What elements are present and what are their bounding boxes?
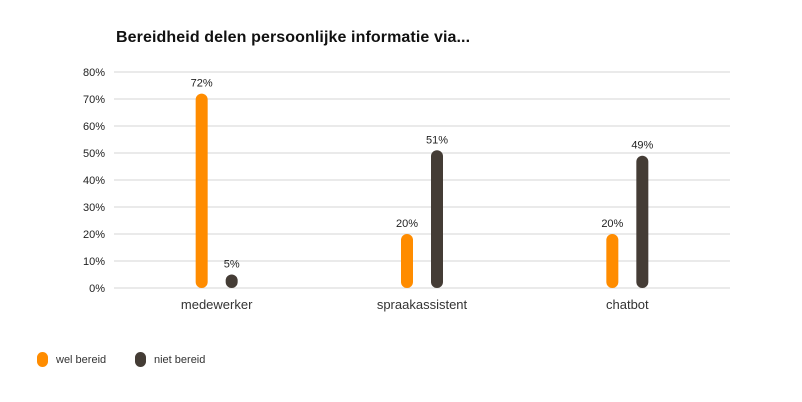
chart-title: Bereidheid delen persoonlijke informatie… xyxy=(116,29,471,46)
y-tick-label: 40% xyxy=(83,175,105,187)
bar-wel-bereid-chatbot xyxy=(606,234,619,288)
legend-label-wel-bereid: wel bereid xyxy=(56,353,107,366)
bar-wel-bereid-medewerker xyxy=(195,93,208,288)
x-tick-label: spraakassistent xyxy=(377,297,468,312)
bar-niet-bereid-chatbot xyxy=(636,155,649,288)
legend-label-niet-bereid: niet bereid xyxy=(154,353,206,366)
data-label: 20% xyxy=(601,218,623,230)
bar-wel-bereid-spraakassistent xyxy=(401,234,413,288)
x-tick-label: medewerker xyxy=(181,297,253,312)
gridlines xyxy=(114,71,730,289)
data-labels: 72% 5% 20% 51% 20% 49% xyxy=(191,78,654,271)
x-tick-label: chatbot xyxy=(606,297,649,312)
y-tick-label: 10% xyxy=(83,256,105,268)
data-label: 49% xyxy=(631,140,653,152)
y-tick-label: 70% xyxy=(83,94,105,106)
y-tick-label: 80% xyxy=(83,67,105,79)
data-label: 72% xyxy=(191,78,213,90)
legend-item-niet-bereid: niet bereid xyxy=(135,352,205,367)
y-tick-label: 50% xyxy=(83,148,105,160)
bar-niet-bereid-medewerker xyxy=(225,274,238,288)
y-tick-label: 30% xyxy=(83,202,105,214)
y-tick-label: 0% xyxy=(89,283,105,295)
bars xyxy=(195,93,649,288)
data-label: 20% xyxy=(396,218,418,230)
legend-swatch-wel-bereid xyxy=(37,352,48,367)
bar-niet-bereid-spraakassistent xyxy=(431,150,443,288)
y-tick-label: 20% xyxy=(83,229,105,241)
y-axis-ticks: 0% 10% 20% 30% 40% 50% 60% 70% 80% xyxy=(83,67,105,295)
x-axis-ticks: medewerker spraakassistent chatbot xyxy=(181,297,649,312)
y-tick-label: 60% xyxy=(83,121,105,133)
data-label: 51% xyxy=(426,134,448,146)
legend-swatch-niet-bereid xyxy=(135,352,146,367)
legend-item-wel-bereid: wel bereid xyxy=(37,352,106,367)
data-label: 5% xyxy=(224,259,240,271)
